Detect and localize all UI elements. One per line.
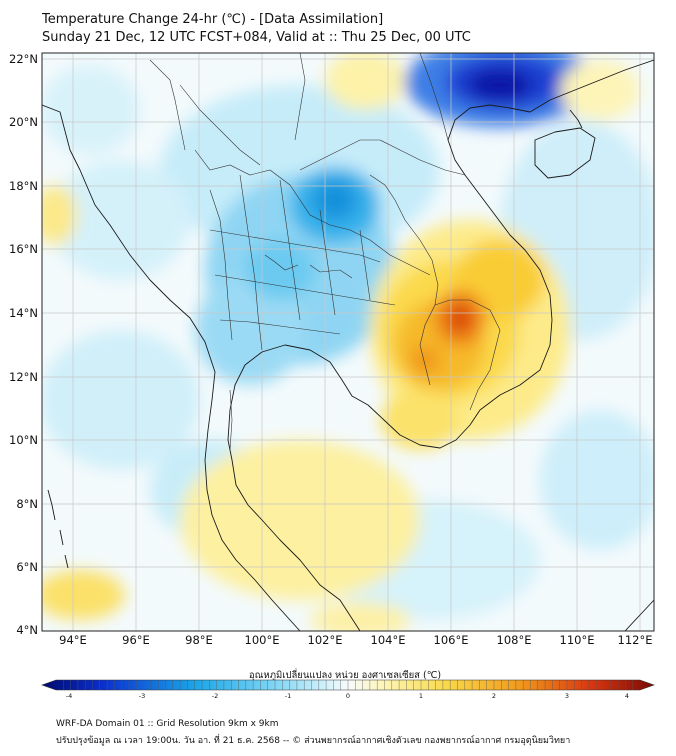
temperature-field <box>42 53 654 631</box>
lon-label: 112°E <box>617 633 653 647</box>
lon-label: 110°E <box>559 633 595 647</box>
colorbar-tick: 3 <box>564 692 570 700</box>
lat-label: 14°N <box>9 306 38 320</box>
coastlines <box>42 59 654 631</box>
lat-label: 18°N <box>9 179 38 193</box>
colorbar-tick: 0 <box>345 692 351 700</box>
lon-label: 94°E <box>59 633 87 647</box>
footer-credit: ปรับปรุงข้อมูล ณ เวลา 19:00น. วัน อา. ที… <box>56 736 571 746</box>
colorbar-title: อุณหภูมิเปลี่ยนแปลง หน่วย องศาเซลเซียส (… <box>248 670 442 681</box>
lon-label: 108°E <box>496 633 532 647</box>
colorbar-tick: 4 <box>624 692 630 700</box>
colorbar-tick: -4 <box>65 692 73 700</box>
lat-label: 4°N <box>16 623 38 637</box>
colorbar-tick: -3 <box>138 692 146 700</box>
lon-label: 96°E <box>122 633 150 647</box>
lat-label: 8°N <box>16 497 38 511</box>
lat-label: 6°N <box>16 560 38 574</box>
plot-frame <box>41 52 655 632</box>
lat-label: 10°N <box>9 433 38 447</box>
temperature-change-map <box>41 52 655 632</box>
map-subtitle: Sunday 21 Dec, 12 UTC FCST+084, Valid at… <box>42 30 471 45</box>
colorbar-tick: 2 <box>491 692 497 700</box>
colorbar-tick: -2 <box>211 692 219 700</box>
lat-label: 12°N <box>9 370 38 384</box>
lat-label: 16°N <box>9 242 38 256</box>
country-borders <box>149 53 501 451</box>
lat-label: 20°N <box>9 115 38 129</box>
colorbar-tick: 1 <box>418 692 424 700</box>
lon-label: 102°E <box>307 633 343 647</box>
lon-label: 98°E <box>185 633 213 647</box>
lon-label: 100°E <box>244 633 280 647</box>
gridlines <box>42 53 654 631</box>
lat-label: 22°N <box>9 52 38 66</box>
footer-domain-info: WRF-DA Domain 01 :: Grid Resolution 9km … <box>56 719 279 729</box>
colorbar <box>41 679 655 691</box>
map-title: Temperature Change 24-hr (℃) - [Data Ass… <box>42 12 384 27</box>
lon-label: 104°E <box>370 633 406 647</box>
lon-label: 106°E <box>433 633 469 647</box>
colorbar-tick: -1 <box>284 692 292 700</box>
